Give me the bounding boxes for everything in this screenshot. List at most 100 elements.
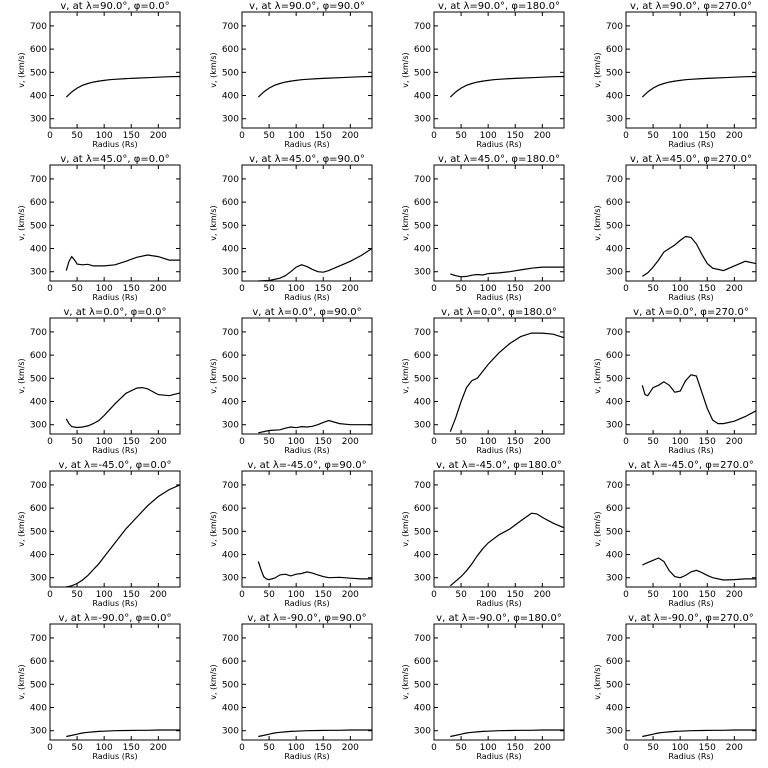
y-axis-label: v, (km/s) (401, 205, 410, 240)
y-tick-label: 500 (30, 221, 47, 231)
chart-title: v, at λ=-45.0°, φ=180.0° (436, 460, 562, 471)
x-tick-label: 150 (699, 743, 716, 753)
x-axis-label: Radius (Rs) (92, 752, 137, 761)
y-tick-label: 400 (606, 551, 623, 561)
plot-frame (241, 317, 373, 435)
x-tick-label: 50 (263, 284, 275, 294)
x-tick-label: 150 (123, 131, 140, 141)
y-tick-label: 400 (222, 245, 239, 255)
x-tick-label: 200 (534, 131, 551, 141)
x-tick-label: 200 (150, 743, 167, 753)
chart-panel-4: v, at λ=45.0°, φ=0.0° 0 50 100 150 200 300 400 5… (17, 154, 181, 302)
y-tick-label: 700 (30, 481, 47, 491)
series-line (66, 729, 180, 738)
x-tick-label: 100 (672, 437, 689, 447)
y-tick-label: 300 (414, 268, 431, 278)
chart-panel-12: v, at λ=-45.0°, φ=0.0° 0 50 100 150 200 300 400… (17, 460, 181, 608)
y-tick-label: 700 (222, 634, 239, 644)
x-tick-label: 0 (623, 131, 629, 141)
plot-frame (433, 623, 565, 741)
x-tick-label: 0 (47, 284, 53, 294)
chart-panel-13: v, at λ=-45.0°, φ=90.0° 0 50 100 150 200 300 40… (209, 460, 373, 608)
series-line (450, 729, 564, 738)
y-tick-label: 500 (606, 374, 623, 384)
chart-title: v, at λ=-90.0°, φ=270.0° (628, 613, 754, 624)
y-tick-label: 600 (30, 45, 47, 55)
x-tick-label: 100 (288, 131, 305, 141)
chart-title: v, at λ=45.0°, φ=270.0° (630, 154, 752, 165)
x-tick-label: 50 (455, 284, 467, 294)
plot-frame (241, 470, 373, 588)
y-tick-label: 400 (30, 704, 47, 714)
y-tick-label: 400 (222, 92, 239, 102)
y-tick-label: 500 (414, 680, 431, 690)
y-tick-label: 600 (222, 351, 239, 361)
y-tick-label: 600 (30, 198, 47, 208)
y-tick-label: 700 (30, 175, 47, 185)
y-tick-label: 300 (414, 574, 431, 584)
y-tick-label: 300 (222, 727, 239, 737)
x-tick-label: 0 (239, 437, 245, 447)
x-tick-label: 0 (431, 743, 437, 753)
x-tick-label: 50 (263, 590, 275, 600)
chart-panel-10: v, at λ=0.0°, φ=180.0° 0 50 100 150 200 300 400… (401, 307, 565, 455)
y-tick-label: 500 (222, 680, 239, 690)
y-tick-label: 300 (222, 268, 239, 278)
x-axis-label: Radius (Rs) (476, 446, 521, 455)
y-axis-label: v, (km/s) (17, 52, 26, 87)
y-tick-label: 700 (30, 22, 47, 32)
x-axis-label: Radius (Rs) (92, 140, 137, 149)
x-tick-label: 150 (507, 743, 524, 753)
x-tick-label: 50 (647, 131, 659, 141)
x-axis-label: Radius (Rs) (284, 293, 329, 302)
plot-frame (625, 11, 757, 129)
series-line (449, 75, 565, 98)
y-tick-label: 300 (30, 115, 47, 125)
chart-panel-6: v, at λ=45.0°, φ=180.0° 0 50 100 150 200 300 40… (401, 154, 565, 302)
x-tick-label: 100 (96, 743, 113, 753)
x-tick-label: 100 (288, 284, 305, 294)
x-tick-label: 150 (315, 284, 332, 294)
x-tick-label: 150 (123, 590, 140, 600)
chart-panel-5: v, at λ=45.0°, φ=90.0° 0 50 100 150 200 300 400… (209, 154, 373, 302)
x-tick-label: 100 (480, 437, 497, 447)
chart-title: v, at λ=-45.0°, φ=0.0° (59, 460, 172, 471)
x-tick-label: 150 (699, 437, 716, 447)
chart-panel-7: v, at λ=45.0°, φ=270.0° 0 50 100 150 200 300 40… (593, 154, 757, 302)
x-tick-label: 100 (480, 131, 497, 141)
chart-panel-8: v, at λ=0.0°, φ=0.0° 0 50 100 150 200 300 400 50… (17, 307, 181, 455)
y-tick-label: 600 (414, 657, 431, 667)
y-tick-label: 500 (414, 374, 431, 384)
chart-title: v, at λ=-45.0°, φ=90.0° (247, 460, 366, 471)
x-tick-label: 200 (150, 437, 167, 447)
x-tick-label: 50 (263, 743, 275, 753)
chart-panel-1: v, at λ=90.0°, φ=90.0° 0 50 100 150 200 300 400… (209, 1, 373, 149)
x-axis-label: Radius (Rs) (284, 446, 329, 455)
chart-panel-14: v, at λ=-45.0°, φ=180.0° 0 50 100 150 200 300 4… (401, 460, 565, 608)
x-tick-label: 50 (647, 284, 659, 294)
x-tick-label: 50 (455, 437, 467, 447)
x-tick-label: 0 (47, 131, 53, 141)
y-tick-label: 700 (222, 481, 239, 491)
y-axis-label: v, (km/s) (17, 358, 26, 393)
x-tick-label: 100 (672, 131, 689, 141)
chart-title: v, at λ=0.0°, φ=90.0° (252, 307, 361, 318)
x-tick-label: 150 (123, 284, 140, 294)
x-tick-label: 200 (726, 284, 743, 294)
chart-panel-16: v, at λ=-90.0°, φ=0.0° 0 50 100 150 200 300 400… (17, 613, 181, 761)
y-tick-label: 600 (606, 351, 623, 361)
y-tick-label: 600 (414, 45, 431, 55)
x-tick-label: 200 (726, 437, 743, 447)
x-axis-label: Radius (Rs) (476, 599, 521, 608)
y-tick-label: 500 (30, 374, 47, 384)
series-line (257, 561, 372, 581)
x-tick-label: 50 (455, 743, 467, 753)
series-line (449, 332, 565, 432)
x-tick-label: 50 (71, 284, 83, 294)
x-tick-label: 200 (342, 743, 359, 753)
plot-frame (49, 11, 181, 129)
x-tick-label: 100 (96, 590, 113, 600)
series-line (258, 419, 372, 434)
x-tick-label: 100 (96, 131, 113, 141)
series-line (65, 386, 181, 429)
